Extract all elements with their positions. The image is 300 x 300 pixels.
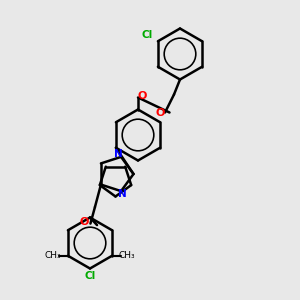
Text: Cl: Cl <box>142 30 153 40</box>
Text: N: N <box>118 189 127 199</box>
Text: CH₃: CH₃ <box>119 251 135 260</box>
Text: CH₃: CH₃ <box>45 251 61 260</box>
Text: O: O <box>79 217 88 227</box>
Text: O: O <box>156 107 165 118</box>
Text: Cl: Cl <box>84 271 96 281</box>
Text: N: N <box>114 149 123 160</box>
Text: O: O <box>138 91 147 101</box>
